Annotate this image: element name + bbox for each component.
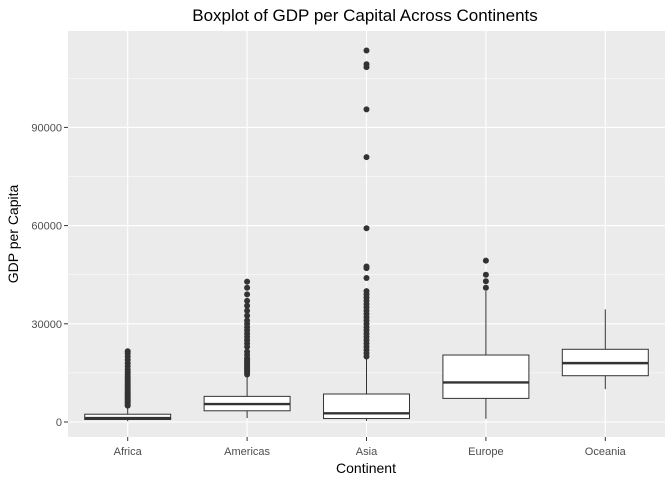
outlier-point bbox=[244, 307, 251, 314]
x-tick-label: Europe bbox=[468, 446, 503, 458]
x-axis-ticks: Africa Americas Asia Europe Oceania bbox=[114, 437, 627, 458]
box-oceania bbox=[561, 309, 649, 390]
y-axis-title: GDP per Capita bbox=[5, 185, 21, 284]
outlier-point bbox=[244, 291, 251, 298]
y-tick-label: 60000 bbox=[31, 221, 62, 233]
chart-title: Boxplot of GDP per Capital Across Contin… bbox=[192, 6, 538, 25]
outlier-point bbox=[363, 274, 370, 281]
box-iqr bbox=[84, 413, 172, 421]
x-tick-label: Americas bbox=[224, 446, 270, 458]
box-series bbox=[84, 47, 649, 422]
outlier-point bbox=[363, 154, 370, 161]
x-tick-label: Asia bbox=[356, 446, 378, 458]
outlier-point bbox=[244, 317, 251, 324]
outlier-point bbox=[363, 263, 370, 270]
box-europe bbox=[442, 257, 530, 419]
x-axis-title: Continent bbox=[336, 460, 396, 476]
outlier-point bbox=[244, 297, 251, 304]
x-tick-label: Africa bbox=[114, 446, 143, 458]
outlier-point bbox=[482, 278, 489, 285]
box-iqr bbox=[323, 393, 410, 420]
box-iqr bbox=[442, 354, 530, 399]
outlier-point bbox=[363, 47, 370, 54]
box-asia bbox=[323, 47, 410, 421]
outlier-point bbox=[124, 348, 131, 355]
y-tick-label: 30000 bbox=[31, 319, 62, 331]
outlier-point bbox=[244, 278, 251, 285]
outlier-point bbox=[244, 348, 251, 355]
x-tick-label: Oceania bbox=[585, 446, 627, 458]
box-americas bbox=[203, 278, 291, 419]
outlier-point bbox=[363, 106, 370, 113]
y-tick-label: 0 bbox=[56, 417, 62, 429]
outlier-point bbox=[482, 271, 489, 278]
outlier-point bbox=[244, 312, 251, 319]
y-axis-ticks: 0 30000 60000 90000 bbox=[31, 122, 68, 429]
outlier-point bbox=[244, 284, 251, 291]
outlier-point bbox=[363, 225, 370, 232]
outlier-point bbox=[363, 288, 370, 295]
outlier-point bbox=[244, 302, 251, 309]
outlier-point bbox=[363, 61, 370, 68]
box-africa bbox=[84, 348, 172, 422]
y-tick-label: 90000 bbox=[31, 122, 62, 134]
outlier-point bbox=[482, 257, 489, 264]
outlier-point bbox=[482, 284, 489, 291]
